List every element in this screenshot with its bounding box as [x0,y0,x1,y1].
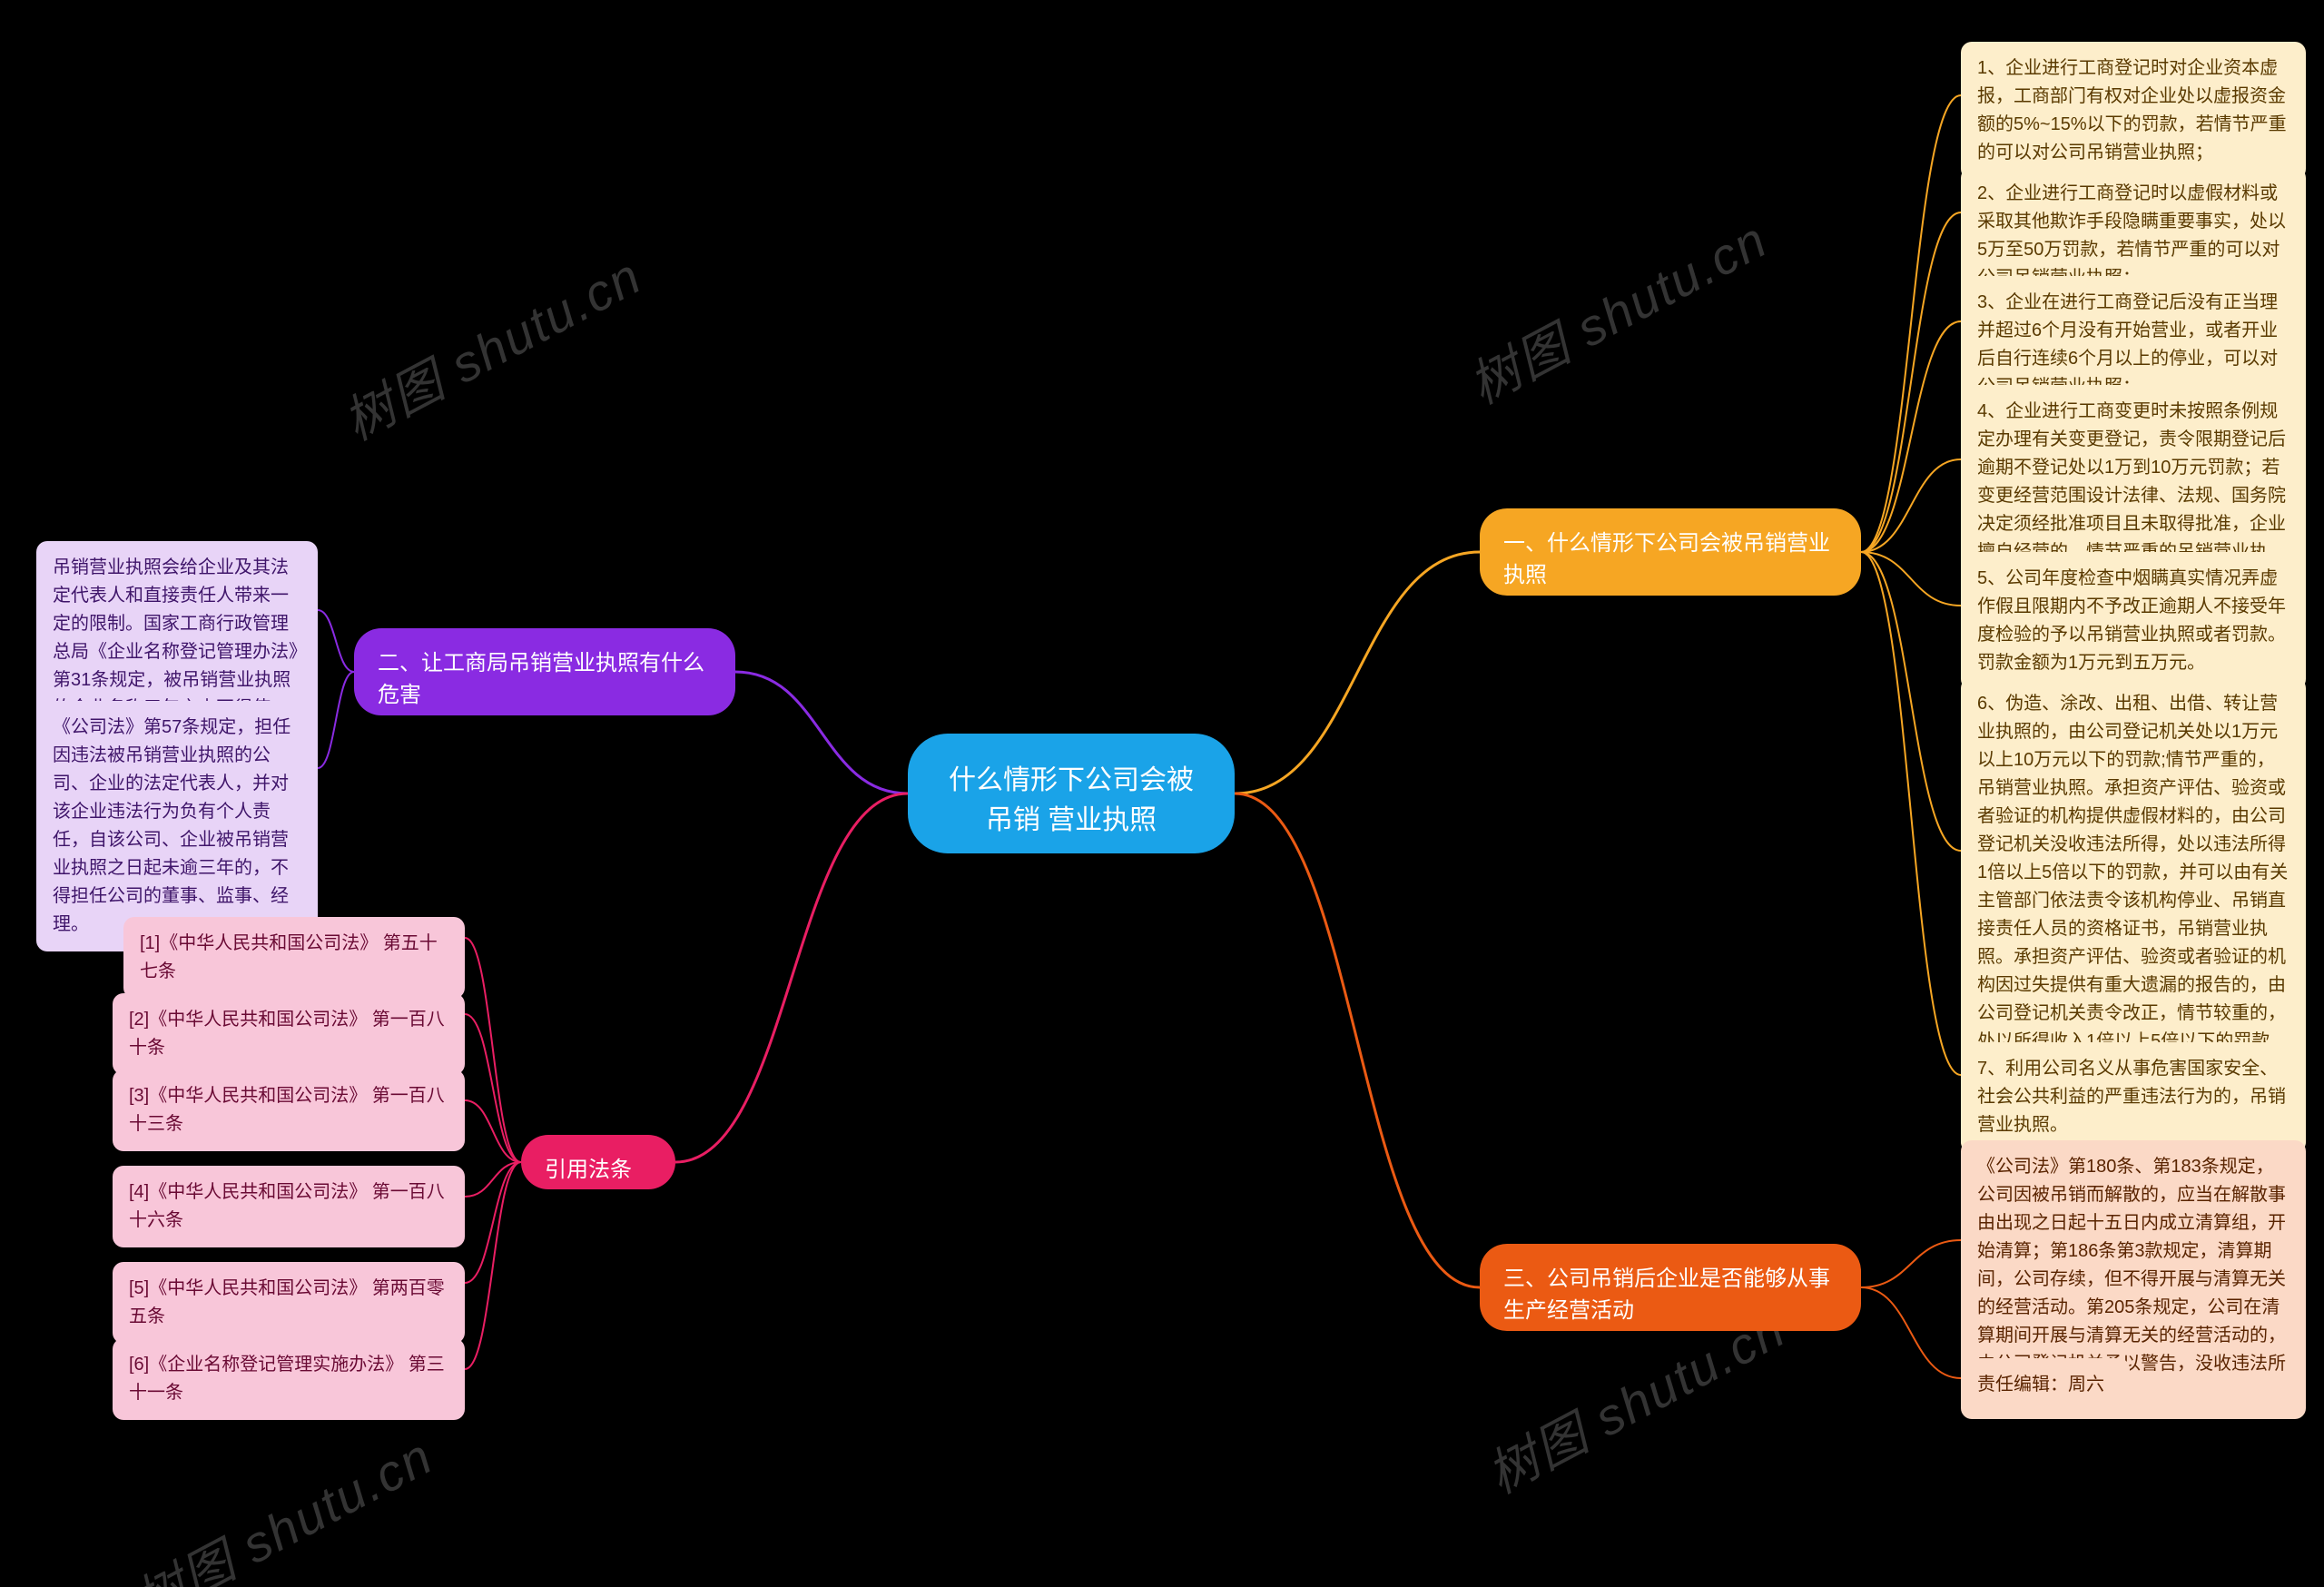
watermark: 树图 shutu.cn [1454,200,1778,419]
branch-node[interactable]: 引用法条 [521,1135,675,1189]
branch-node[interactable]: 一、什么情形下公司会被吊销营业 执照 [1480,508,1861,596]
leaf-node[interactable]: 责任编辑：周六 [1961,1358,2130,1412]
leaf-node[interactable]: [1]《中华人民共和国公司法》 第五十七条 [123,917,465,999]
leaf-node[interactable]: 7、利用公司名义从事危害国家安全、社会公共利益的严重违法行为的，吊销营业执照。 [1961,1042,2306,1152]
leaf-node[interactable]: 5、公司年度检查中烟瞒真实情况弄虚作假且限期内不予改正逾期人不接受年度检验的予以… [1961,552,2306,690]
branch-node[interactable]: 三、公司吊销后企业是否能够从事 生产经营活动 [1480,1244,1861,1331]
root-node[interactable]: 什么情形下公司会被吊销 营业执照 [908,734,1235,853]
branch-node[interactable]: 二、让工商局吊销营业执照有什么 危害 [354,628,735,715]
watermark: 树图 shutu.cn [329,236,653,455]
leaf-node[interactable]: [6]《企业名称登记管理实施办法》 第三十一条 [113,1338,465,1420]
leaf-node[interactable]: [4]《中华人民共和国公司法》 第一百八十六条 [113,1166,465,1247]
leaf-node[interactable]: 1、企业进行工商登记时对企业资本虚报，工商部门有权对企业处以虚报资金额的5%~1… [1961,42,2306,180]
leaf-node[interactable]: [3]《中华人民共和国公司法》 第一百八十三条 [113,1070,465,1151]
leaf-node[interactable]: [2]《中华人民共和国公司法》 第一百八十条 [113,993,465,1075]
leaf-node[interactable]: [5]《中华人民共和国公司法》 第两百零五条 [113,1262,465,1344]
watermark: 树图 shutu.cn [120,1416,444,1587]
leaf-node[interactable]: 《公司法》第57条规定，担任因违法被吊销营业执照的公司、企业的法定代表人，并对该… [36,701,318,951]
